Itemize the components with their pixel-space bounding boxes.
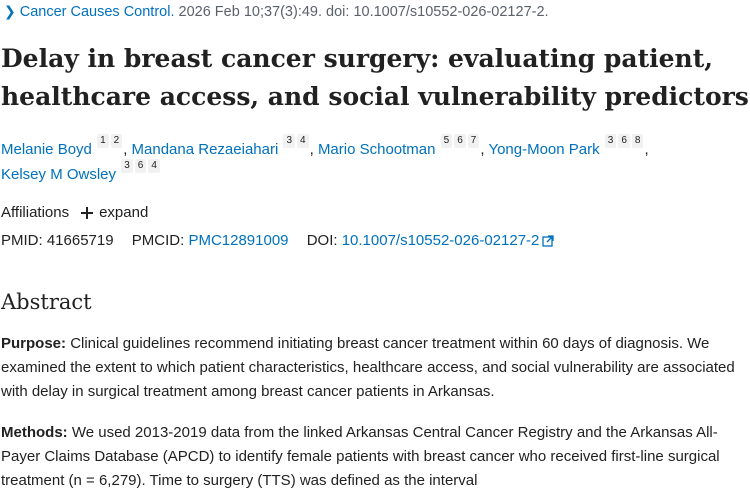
pmid: PMID: 41665719 [1,232,114,249]
expand-affiliations-button[interactable]: expand [81,204,148,221]
citation-line: ❯ Cancer Causes Control. 2026 Feb 10;37(3… [4,3,549,20]
affiliation-ref[interactable]: 6 [134,159,147,173]
affiliation-ref[interactable]: 4 [148,159,160,173]
affiliation-ref[interactable]: 3 [283,134,296,148]
external-link-icon[interactable] [542,235,555,247]
methods-text: We used 2013-2019 data from the linked A… [1,424,720,489]
author-link[interactable]: Mario Schootman [317,141,436,158]
author-list: Melanie Boyd 1 2, Mandana Rezaeiahari 3 4,… [1,134,749,187]
plus-icon [81,206,94,219]
article-title: Delay in breast cancer surgery: evaluati… [1,44,749,111]
affiliation-ref[interactable]: 4 [297,134,309,148]
author-separator: , [309,141,314,158]
affiliation-ref[interactable]: 8 [631,134,644,148]
affiliation-ref[interactable]: 7 [467,134,480,148]
abstract-heading: Abstract [1,290,92,314]
pmcid-link[interactable]: PMC12891009 [188,232,289,249]
affiliation-ref[interactable]: 5 [440,134,453,148]
author-link[interactable]: Yong-Moon Park [488,141,600,158]
expand-label: expand [99,204,149,221]
affiliations-label: Affiliations [1,204,70,221]
affiliation-ref[interactable]: 6 [618,134,630,148]
doi: DOI: 10.1007/s10552-026-02127-2 [307,232,555,249]
author-link[interactable]: Kelsey M Owsley [1,166,117,183]
citation-details: 2026 Feb 10;37(3):49. doi: 10.1007/s1055… [178,4,549,20]
abstract-methods: Methods: We used 2013-2019 data from the… [1,421,749,493]
author-separator: , [480,141,485,158]
author-link[interactable]: Melanie Boyd [1,141,92,158]
affiliations-row: Affiliations expand [1,204,148,221]
pmid-label: PMID: [1,232,43,249]
pmcid-label: PMCID: [131,232,185,249]
author-link[interactable]: Mandana Rezaeiahari [131,141,279,158]
author-separator: , [644,141,649,158]
author-separator: , [123,141,128,158]
chevron-right-icon[interactable]: ❯ [4,3,16,19]
journal-link[interactable]: Cancer Causes Control. [19,4,175,20]
affiliation-ref[interactable]: 3 [121,159,133,173]
identifiers-row: PMID: 41665719 PMCID: PMC12891009 DOI: 1… [1,232,555,249]
pmcid: PMCID: PMC12891009 [132,232,289,249]
affiliation-ref[interactable]: 6 [454,134,466,148]
purpose-label: Purpose: [1,335,67,352]
pmid-value: 41665719 [46,232,114,249]
doi-link[interactable]: 10.1007/s10552-026-02127-2 [341,232,540,249]
affiliation-ref[interactable]: 1 [97,134,109,148]
purpose-text: Clinical guidelines recommend initiating… [1,335,735,400]
abstract-purpose: Purpose: Clinical guidelines recommend i… [1,332,749,404]
affiliation-ref[interactable]: 2 [110,134,123,148]
affiliation-ref[interactable]: 3 [604,134,617,148]
doi-label: DOI: [306,232,338,249]
methods-label: Methods: [1,424,68,441]
